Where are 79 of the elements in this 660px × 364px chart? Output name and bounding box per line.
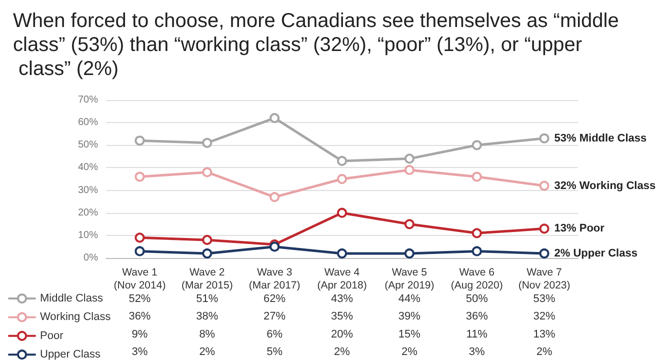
- point: [270, 113, 280, 124]
- x-tick-label: Wave 6 (Aug 2020): [450, 266, 503, 292]
- x-tick-label: Wave 2 (Mar 2015): [181, 266, 233, 292]
- point: [472, 140, 482, 150]
- data-label: 53%: [533, 293, 556, 305]
- data-label: 52%: [128, 293, 151, 305]
- data-label: 44%: [398, 293, 421, 305]
- point: [472, 172, 482, 182]
- y-tick-label: 30%: [78, 184, 98, 196]
- y-tick-label: 70%: [78, 94, 98, 106]
- legend-label: Working Class: [40, 311, 112, 324]
- data-label: 20%: [330, 328, 354, 340]
- data-label: 3%: [132, 346, 148, 358]
- point: [202, 248, 212, 258]
- point: [270, 242, 280, 252]
- point: [539, 133, 550, 144]
- data-label: 51%: [196, 293, 218, 305]
- legend-label: Poor: [40, 330, 64, 342]
- point: [404, 164, 414, 175]
- point: [404, 248, 414, 258]
- point: [472, 228, 482, 238]
- y-tick-label: 40%: [78, 162, 98, 174]
- x-tick-label: Wave 4 (Apr 2018): [317, 266, 367, 292]
- point: [539, 224, 550, 234]
- point: [134, 246, 145, 256]
- data-label: 8%: [199, 328, 216, 340]
- legend-label: Middle Class: [40, 292, 104, 304]
- chart-title: When forced to choose, more Canadians see themselves as “middle class” (53%) than “working class” (32%), “poor” (13%), or “upper class” (2%): [13, 10, 624, 80]
- data-label: 2%: [536, 346, 552, 358]
- data-label: 15%: [398, 328, 421, 340]
- data-label: 32%: [533, 310, 556, 323]
- point: [134, 136, 145, 146]
- x-tick-label: Wave 5 (Apr 2019): [384, 266, 434, 292]
- data-label: 35%: [330, 310, 354, 323]
- y-tick-label: 50%: [78, 140, 98, 151]
- data-label: 27%: [264, 310, 286, 323]
- y-tick-label: 0%: [84, 252, 98, 264]
- data-label: 36%: [128, 310, 151, 323]
- y-tick-label: 20%: [78, 207, 98, 218]
- point: [404, 154, 414, 164]
- data-label: 2%: [199, 346, 216, 358]
- point: [539, 180, 550, 191]
- y-tick-label: 10%: [78, 230, 98, 241]
- point: [134, 232, 145, 243]
- point: [539, 248, 550, 258]
- data-label: 13%: [533, 328, 556, 340]
- data-label: 43%: [330, 293, 354, 305]
- point: [337, 208, 347, 218]
- data-label: 38%: [196, 310, 218, 323]
- data-label: 50%: [466, 293, 488, 305]
- point: [270, 192, 280, 202]
- point: [337, 174, 347, 184]
- point: [337, 156, 347, 166]
- annotation: 32% Working Class: [554, 180, 656, 192]
- data-label: 2%: [401, 346, 418, 358]
- data-label: 6%: [266, 328, 283, 340]
- point: [337, 248, 347, 258]
- x-tick-label: Wave 1 (Nov 2014): [114, 266, 166, 292]
- data-label: 62%: [264, 293, 286, 305]
- data-label: 11%: [466, 328, 488, 340]
- point: [202, 234, 212, 245]
- legend-label: Upper Class: [40, 348, 102, 361]
- data-label: 9%: [132, 328, 148, 340]
- y-tick-label: 60%: [78, 117, 98, 128]
- data-label: 2%: [334, 346, 350, 358]
- point: [404, 219, 414, 230]
- x-tick-label: Wave 7 (Nov 2023): [518, 266, 570, 292]
- point: [202, 167, 212, 178]
- point: [202, 138, 212, 148]
- data-label: 5%: [266, 346, 283, 358]
- point: [472, 246, 482, 256]
- data-label: 39%: [398, 310, 421, 323]
- data-label: 3%: [468, 346, 486, 358]
- annotation: 13% Poor: [554, 222, 606, 235]
- x-tick-label: Wave 3 (Mar 2017): [248, 266, 300, 292]
- annotation: 2% Upper Class: [554, 247, 638, 260]
- data-label: 36%: [466, 310, 488, 323]
- point: [134, 172, 145, 182]
- annotation: 53% Middle Class: [554, 132, 647, 144]
